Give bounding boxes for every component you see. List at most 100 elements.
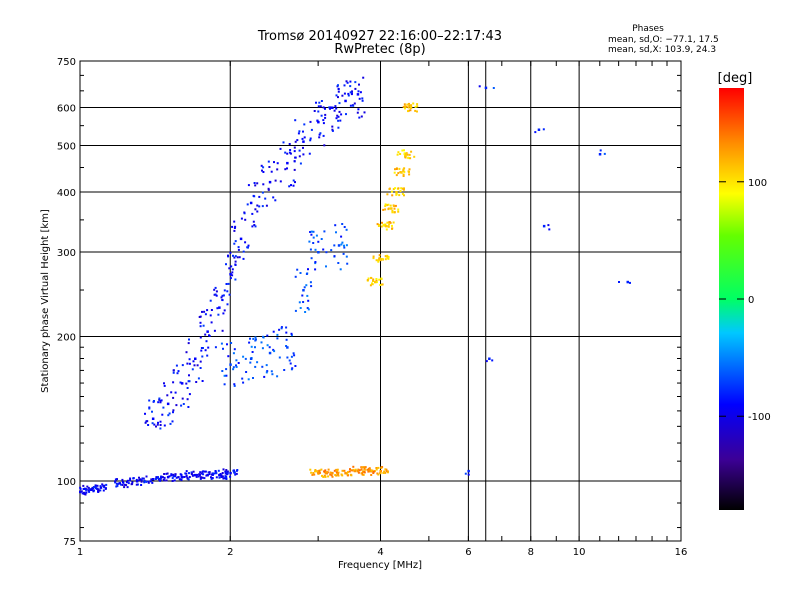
data-point xyxy=(272,348,275,351)
data-point xyxy=(237,246,240,249)
data-point xyxy=(403,187,405,190)
data-point xyxy=(233,229,236,232)
data-point xyxy=(252,337,255,340)
data-point xyxy=(357,108,360,111)
data-point xyxy=(318,101,321,104)
data-point xyxy=(303,136,306,139)
data-point xyxy=(618,281,620,283)
data-point xyxy=(279,147,282,150)
data-point xyxy=(290,184,292,187)
data-point xyxy=(394,204,397,207)
data-point xyxy=(310,128,313,131)
phase-stats-x: mean, sd,X: 103.9, 24.3 xyxy=(608,45,716,55)
y-tick-label: 600 xyxy=(57,104,76,115)
data-point xyxy=(310,285,313,288)
data-point xyxy=(272,196,275,199)
data-point xyxy=(318,470,321,472)
data-point xyxy=(157,421,159,424)
data-point xyxy=(283,369,286,371)
data-point xyxy=(357,468,360,471)
data-point xyxy=(330,474,333,477)
data-point xyxy=(388,188,391,190)
colorbar-tick-label: 100 xyxy=(748,178,767,189)
data-point xyxy=(169,422,172,425)
data-point xyxy=(278,328,281,331)
data-point xyxy=(121,484,124,486)
data-point xyxy=(276,337,279,340)
data-point xyxy=(318,471,321,474)
data-point xyxy=(547,224,550,227)
data-point xyxy=(390,207,393,210)
data-point xyxy=(197,475,200,478)
data-point xyxy=(237,362,240,364)
data-point xyxy=(385,228,388,231)
data-point xyxy=(204,349,207,352)
data-point xyxy=(129,477,132,480)
data-point xyxy=(186,476,189,479)
data-point xyxy=(603,152,606,155)
data-point xyxy=(227,355,230,358)
data-point xyxy=(381,258,384,260)
x-tick-label: 16 xyxy=(675,547,688,558)
data-point xyxy=(336,472,339,475)
data-point xyxy=(375,467,378,469)
data-point xyxy=(192,360,195,363)
data-point xyxy=(337,262,340,264)
data-point xyxy=(314,262,317,265)
phase-stats-o: mean, sd,O: −77.1, 17.5 xyxy=(608,35,719,45)
data-point xyxy=(95,487,98,490)
data-point xyxy=(324,472,327,475)
data-point xyxy=(135,480,139,483)
data-point xyxy=(292,184,295,187)
data-point xyxy=(200,349,203,352)
data-point xyxy=(221,294,224,297)
data-point xyxy=(286,356,289,359)
data-point xyxy=(403,171,406,173)
data-point xyxy=(211,472,214,475)
data-point xyxy=(366,468,369,471)
data-point xyxy=(336,114,339,117)
data-point xyxy=(191,474,194,477)
data-point xyxy=(179,381,182,384)
data-point xyxy=(172,381,175,384)
data-point xyxy=(391,224,393,227)
data-point xyxy=(378,278,381,281)
data-point xyxy=(165,479,168,482)
data-point xyxy=(279,180,282,183)
data-point xyxy=(102,484,105,487)
data-point xyxy=(285,345,288,347)
data-point xyxy=(176,372,179,375)
data-point xyxy=(347,92,350,95)
data-point xyxy=(138,479,141,481)
data-point xyxy=(334,105,337,108)
data-point xyxy=(166,394,169,397)
data-point xyxy=(191,368,194,371)
data-point xyxy=(319,105,322,108)
data-point xyxy=(116,483,119,485)
data-point xyxy=(223,309,226,312)
data-point xyxy=(202,324,205,327)
data-point xyxy=(389,204,392,207)
data-point xyxy=(206,473,209,477)
data-point xyxy=(343,92,346,95)
x-tick-label: 6 xyxy=(465,547,471,558)
data-point xyxy=(478,85,481,88)
data-point xyxy=(159,478,162,481)
data-point xyxy=(410,150,413,153)
data-point xyxy=(247,244,250,247)
data-point xyxy=(220,474,223,477)
data-point xyxy=(131,481,134,484)
data-point xyxy=(313,473,316,476)
data-point xyxy=(172,411,174,414)
data-point xyxy=(172,473,175,476)
data-point xyxy=(358,97,361,100)
data-point xyxy=(227,282,230,285)
data-point xyxy=(96,484,99,487)
data-point xyxy=(372,472,375,474)
data-point xyxy=(187,478,190,481)
data-point xyxy=(188,374,190,377)
data-point xyxy=(324,107,326,110)
data-point xyxy=(273,350,276,353)
data-point xyxy=(143,481,146,484)
data-point xyxy=(251,351,254,353)
